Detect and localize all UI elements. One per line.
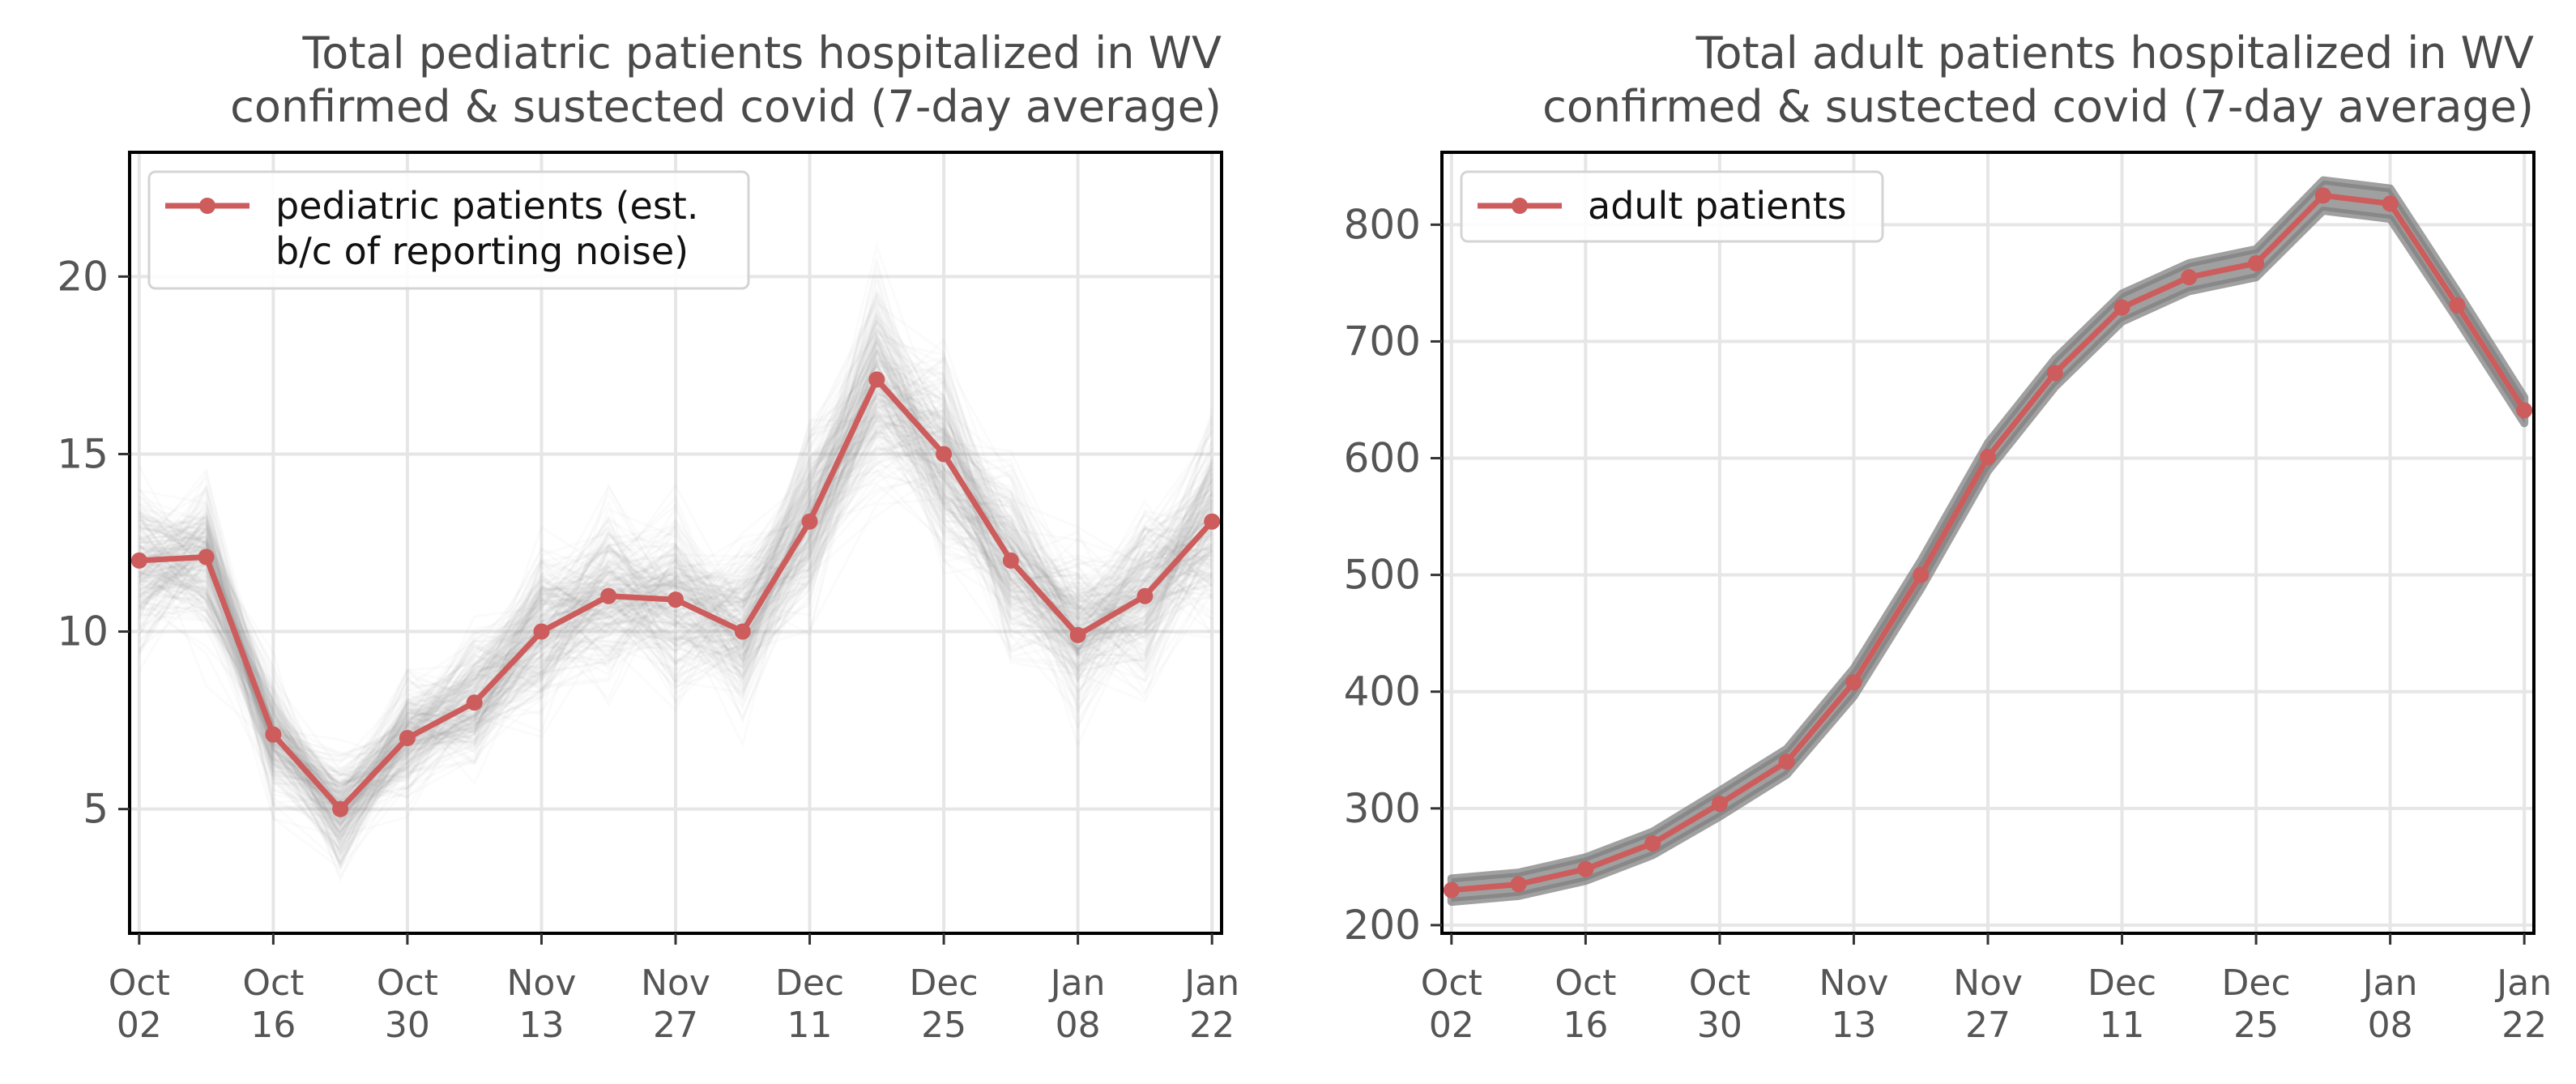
pediatric-data-point (130, 552, 147, 569)
pediatric-chart-title-line-1: Total pediatric patients hospitalized in… (301, 28, 1222, 79)
pediatric-y-tick-label: 10 (57, 608, 109, 655)
pediatric-data-point (332, 800, 349, 817)
adult-chart-panel: Total adult patients hospitalized in WVc… (1344, 28, 2553, 1046)
adult-data-point (2181, 269, 2198, 286)
adult-uncertainty-band (1447, 176, 2529, 907)
pediatric-data-point (600, 587, 617, 604)
pediatric-legend: pediatric patients (est. b/c of reporting… (147, 170, 750, 290)
adult-data-point (2248, 254, 2265, 271)
pediatric-data-point (1204, 513, 1221, 530)
adult-x-tick-label: Dec 11 (2088, 962, 2156, 1046)
pediatric-data-point (265, 726, 282, 743)
pediatric-x-tick-label: Nov 13 (507, 962, 577, 1046)
adult-x-tick-label: Nov 27 (1953, 962, 2023, 1046)
adult-data-point (2113, 299, 2130, 316)
adult-data-point (1443, 881, 1460, 898)
adult-data-point (1711, 796, 1728, 813)
pediatric-x-tick-label: Oct 16 (242, 962, 304, 1046)
adult-data-point (1845, 674, 1862, 691)
pediatric-x-tick-label: Oct 30 (377, 962, 438, 1046)
pediatric-data-point (466, 694, 483, 711)
adult-x-tick-label: Oct 02 (1421, 962, 1482, 1046)
pediatric-data-point (734, 623, 751, 640)
adult-x-tick-label: Jan 08 (2361, 962, 2418, 1046)
pediatric-data-point (533, 623, 550, 640)
adult-data-point (1510, 876, 1527, 893)
pediatric-x-tick-label: Oct 02 (109, 962, 170, 1046)
pediatric-chart-title-line-2: confirmed & sustected covid (7-day avera… (230, 81, 1222, 132)
adult-x-tick-label: Nov 13 (1819, 962, 1889, 1046)
adult-chart-title-line-1: Total adult patients hospitalized in WV (1695, 28, 2534, 79)
pediatric-data-point (1002, 552, 1019, 569)
adult-band-area (1447, 176, 2529, 907)
pediatric-y-tick-label: 20 (57, 253, 109, 300)
pediatric-data-point (1069, 626, 1086, 643)
adult-data-point (1644, 835, 1661, 852)
adult-y-tick-label: 400 (1344, 668, 1421, 715)
adult-y-tick-label: 300 (1344, 785, 1421, 832)
pediatric-x-tick-label: Dec 25 (910, 962, 979, 1046)
adult-legend-label: adult patients (1588, 184, 1847, 228)
pediatric-data-point (936, 446, 953, 463)
adult-x-tick-label: Dec 25 (2222, 962, 2291, 1046)
pediatric-data-point (868, 371, 885, 388)
pediatric-data-point (198, 548, 215, 565)
adult-data-point (1980, 449, 1996, 466)
adult-legend-box (1460, 170, 1884, 243)
adult-x-tick-label: Jan 22 (2494, 962, 2552, 1046)
pediatric-x-tick-label: Dec 11 (775, 962, 844, 1046)
adult-data-point (1913, 566, 1930, 583)
adult-y-tick-label: 200 (1344, 902, 1421, 949)
pediatric-legend-marker (199, 198, 215, 214)
adult-data-point (1577, 860, 1594, 877)
pediatric-y-tick-label: 15 (57, 430, 109, 477)
adult-data-point (1778, 753, 1795, 770)
pediatric-data-point (801, 513, 818, 530)
adult-y-tick-label: 500 (1344, 552, 1421, 599)
adult-legend: adult patients (1460, 170, 1884, 243)
pediatric-chart-panel: Total pediatric patients hospitalized in… (57, 28, 1239, 1046)
adult-x-tick-label: Oct 30 (1689, 962, 1751, 1046)
adult-chart-title-line-2: confirmed & sustected covid (7-day avera… (1542, 81, 2534, 132)
pediatric-x-tick-label: Jan 22 (1182, 962, 1239, 1046)
adult-x-tick-label: Oct 16 (1555, 962, 1616, 1046)
pediatric-data-point (667, 591, 684, 608)
pediatric-data-point (1137, 587, 1154, 604)
pediatric-x-tick-label: Nov 27 (641, 962, 710, 1046)
adult-y-tick-label: 800 (1344, 201, 1421, 248)
adult-y-tick-label: 600 (1344, 435, 1421, 482)
adult-data-point (2382, 195, 2399, 212)
adult-data-point (2516, 402, 2533, 419)
adult-legend-marker (1512, 198, 1528, 214)
adult-data-point (2046, 365, 2063, 382)
pediatric-x-tick-label: Jan 08 (1048, 962, 1106, 1046)
pediatric-legend-box (147, 170, 750, 290)
adult-y-tick-label: 700 (1344, 318, 1421, 365)
adult-data-point (2449, 297, 2466, 314)
adult-data-point (2314, 187, 2331, 204)
pediatric-data-point (399, 730, 416, 746)
pediatric-y-tick-label: 5 (83, 786, 109, 833)
pediatric-legend-label: pediatric patients (est. b/c of reporting… (275, 184, 698, 273)
